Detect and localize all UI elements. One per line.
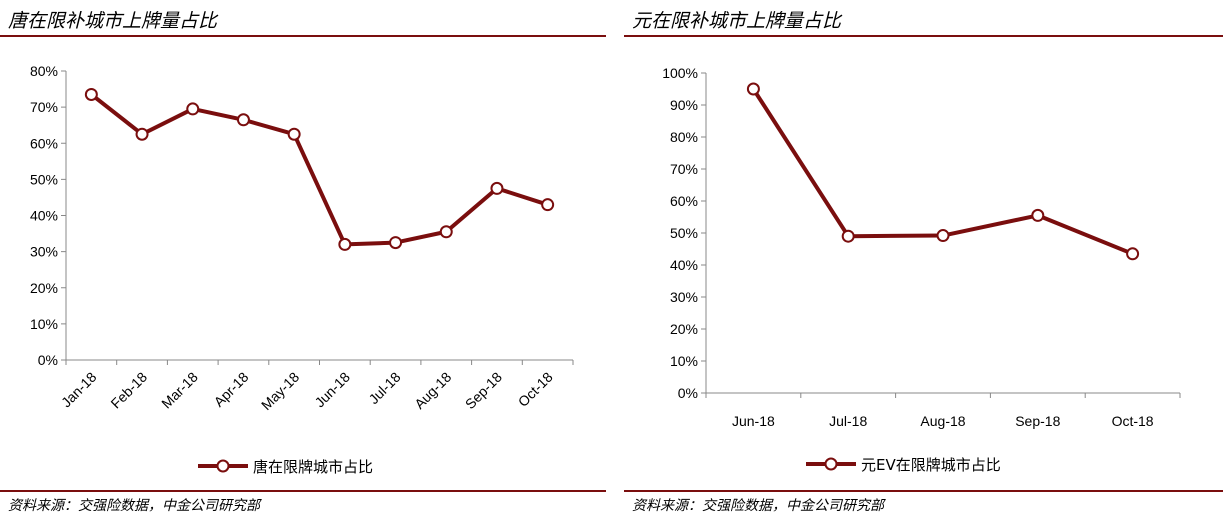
- data-point: [287, 127, 301, 141]
- chart-canvas-tang: 0%10%20%30%40%50%60%70%80%Jan-18 Feb-18 Ma…: [30, 63, 574, 476]
- chart-canvas-yuan: 0% 10% 20% 30% 40% 50% 60% 70% 80% 90% 100% Jun-18 J…: [662, 65, 1181, 474]
- data-point: [338, 237, 352, 251]
- x-tick-label: Aug-18: [411, 369, 454, 412]
- x-tick-label: Jun-18: [311, 369, 353, 411]
- title-rule: [0, 35, 606, 37]
- x-tick-label: Oct-18: [515, 369, 556, 410]
- y-tick-label: 10%: [670, 353, 698, 369]
- y-tick-label: 30%: [670, 289, 698, 305]
- data-point: [746, 82, 760, 96]
- y-tick-label: 40%: [670, 257, 698, 273]
- source-rule: [0, 490, 606, 492]
- y-tick-label: 20%: [30, 280, 58, 296]
- x-tick-label: Aug-18: [920, 413, 965, 429]
- left-chart-panel: 唐在限补城市上牌量占比 0% 10% 20% 30% 40% 50% 60% 70% 80% Ja…: [0, 0, 606, 521]
- title-rule: [624, 35, 1223, 37]
- chart-title: 唐在限补城市上牌量占比: [8, 10, 218, 32]
- y-tick-label: 80%: [670, 129, 698, 145]
- y-tick-label: 10%: [30, 316, 58, 332]
- legend-marker-swatch: [824, 457, 838, 471]
- y-tick-label: 0%: [678, 385, 698, 401]
- x-tick-label: Sep-18: [1015, 413, 1060, 429]
- y-tick-label: 100%: [662, 65, 698, 81]
- source-note: 资料来源：交强险数据，中金公司研究部: [632, 498, 884, 514]
- y-tick-label: 20%: [670, 321, 698, 337]
- x-tick-label: Feb-18: [107, 369, 150, 412]
- y-tick-label: 50%: [670, 225, 698, 241]
- source-rule: [624, 490, 1223, 492]
- y-tick-label: 40%: [30, 208, 58, 224]
- y-tick-label: 70%: [670, 161, 698, 177]
- y-tick-label: 80%: [30, 63, 58, 79]
- legend-label: 元EV在限牌城市占比: [861, 456, 1001, 474]
- data-point: [236, 113, 250, 127]
- data-point: [84, 87, 98, 101]
- x-tick-label: Apr-18: [211, 369, 252, 410]
- legend-label: 唐在限牌城市占比: [253, 458, 373, 476]
- series-line: [90, 92, 549, 247]
- x-tick-label: Jul-18: [829, 413, 867, 429]
- x-tick-label: Jul-18: [365, 369, 403, 407]
- data-point: [490, 181, 504, 195]
- data-point: [541, 198, 555, 212]
- data-point: [1126, 247, 1140, 261]
- y-tick-label: 60%: [670, 193, 698, 209]
- chart-title: 元在限补城市上牌量占比: [632, 10, 842, 32]
- data-point: [135, 127, 149, 141]
- data-point: [1031, 208, 1045, 222]
- right-chart-panel: 元在限补城市上牌量占比 0% 10% 20% 30% 40% 50% 60% 70% 80% 90…: [624, 0, 1223, 521]
- data-point: [936, 229, 950, 243]
- data-point: [389, 236, 403, 250]
- y-tick-label: 90%: [670, 97, 698, 113]
- data-point: [439, 225, 453, 239]
- x-tick-label: Mar-18: [158, 369, 201, 412]
- y-tick-label: 50%: [30, 171, 58, 187]
- x-tick-label: May-18: [258, 369, 302, 413]
- x-tick-label: Jan-18: [58, 369, 100, 411]
- x-tick-label: Sep-18: [462, 369, 505, 412]
- x-tick-label: Oct-18: [1112, 413, 1154, 429]
- y-tick-label: 70%: [30, 99, 58, 115]
- y-tick-label: 30%: [30, 244, 58, 260]
- y-tick-label: 0%: [38, 352, 58, 368]
- y-tick-label: 60%: [30, 135, 58, 151]
- x-tick-label: Jun-18: [732, 413, 775, 429]
- data-point: [186, 102, 200, 116]
- legend-marker-swatch: [216, 459, 230, 473]
- source-note: 资料来源：交强险数据，中金公司研究部: [8, 498, 260, 514]
- data-point: [841, 229, 855, 243]
